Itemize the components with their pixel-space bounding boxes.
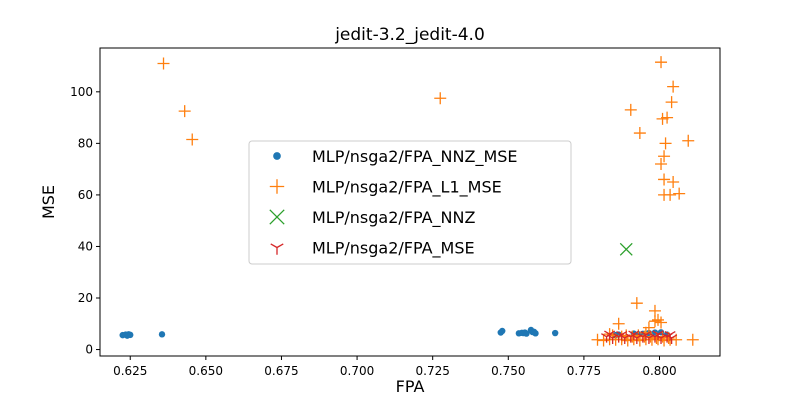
x-tick-label: 0.800	[642, 364, 676, 378]
data-point	[673, 187, 686, 200]
data-point	[612, 317, 625, 330]
data-point	[686, 333, 699, 346]
legend-marker	[269, 179, 285, 194]
legend-marker	[269, 209, 285, 225]
data-point	[551, 329, 559, 337]
data-point	[434, 92, 447, 105]
y-tick-label: 0	[85, 343, 93, 357]
y-axis-label: MSE	[39, 185, 58, 219]
data-point	[604, 330, 616, 341]
y-tick-label: 80	[78, 136, 93, 150]
data-point	[624, 103, 637, 116]
legend-item: MLP/nsga2/FPA_MSE	[270, 239, 475, 259]
data-point	[591, 333, 604, 346]
legend-label: MLP/nsga2/FPA_NNZ	[312, 208, 475, 228]
data-point	[616, 331, 628, 341]
y-tick-label: 60	[78, 188, 93, 202]
x-tick-label: 0.675	[264, 364, 298, 378]
data-point	[658, 150, 671, 163]
data-point	[648, 304, 661, 317]
y-tick-label: 100	[70, 85, 93, 99]
legend-box	[248, 140, 572, 265]
data-point	[652, 313, 664, 326]
legend-label: MLP/nsga2/FPA_L1_MSE	[312, 178, 502, 198]
series-4	[601, 330, 678, 344]
data-point	[642, 321, 655, 334]
data-point	[682, 134, 695, 147]
y-axis: 0 20 40 60 80 100	[70, 85, 100, 357]
data-point	[656, 112, 669, 125]
y-tick-label: 20	[78, 291, 93, 305]
axes-frame	[99, 47, 721, 357]
data-point	[640, 331, 652, 341]
x-tick-label: 0.625	[113, 364, 147, 378]
data-point	[619, 242, 633, 256]
chart-title: jedit-3.2_jedit-4.0	[334, 25, 485, 45]
data-point	[532, 330, 539, 337]
data-point	[665, 96, 678, 109]
x-tick-label: 0.700	[340, 364, 374, 378]
legend-item: MLP/nsga2/FPA_NNZ	[269, 208, 475, 228]
data-point	[648, 315, 661, 328]
data-point	[655, 157, 668, 170]
data-point	[127, 331, 134, 339]
data-point	[630, 297, 643, 310]
x-axis: 0.625 0.650 0.675 0.700 0.725 0.750 0.775 0.800	[113, 356, 677, 378]
x-axis-label: FPA	[396, 377, 425, 396]
series-3	[619, 242, 633, 256]
x-tick-label: 0.775	[567, 364, 601, 378]
legend-item: MLP/nsga2/FPA_L1_MSE	[269, 178, 502, 198]
data-point	[667, 176, 680, 189]
data-point	[178, 105, 191, 118]
data-point	[633, 127, 646, 140]
data-point	[157, 57, 170, 70]
legend-label: MLP/nsga2/FPA_NNZ_MSE	[312, 147, 518, 167]
data-point	[523, 330, 530, 337]
data-point	[655, 56, 668, 69]
legend-label: MLP/nsga2/FPA_MSE	[312, 239, 475, 259]
legend-marker	[273, 152, 281, 160]
data-point	[664, 188, 677, 201]
data-point	[499, 327, 506, 335]
data-point	[658, 173, 671, 186]
data-point	[597, 334, 610, 347]
x-tick-label: 0.650	[189, 364, 223, 378]
data-point	[667, 80, 680, 93]
data-point	[664, 331, 676, 341]
y-tick-label: 40	[78, 239, 93, 253]
data-point	[186, 133, 199, 146]
data-point	[652, 330, 664, 341]
legend-item: MLP/nsga2/FPA_NNZ_MSE	[273, 147, 518, 167]
data-point	[158, 331, 166, 338]
x-tick-label: 0.750	[491, 364, 525, 378]
legend: MLP/nsga2/FPA_NNZ_MSE MLP/nsga2/FPA_L1_MS…	[248, 140, 572, 265]
data-point	[659, 137, 672, 150]
x-tick-label: 0.725	[416, 364, 450, 378]
plot-area	[119, 56, 699, 347]
data-point	[628, 330, 640, 341]
data-point	[655, 316, 668, 329]
legend-marker	[270, 243, 284, 255]
